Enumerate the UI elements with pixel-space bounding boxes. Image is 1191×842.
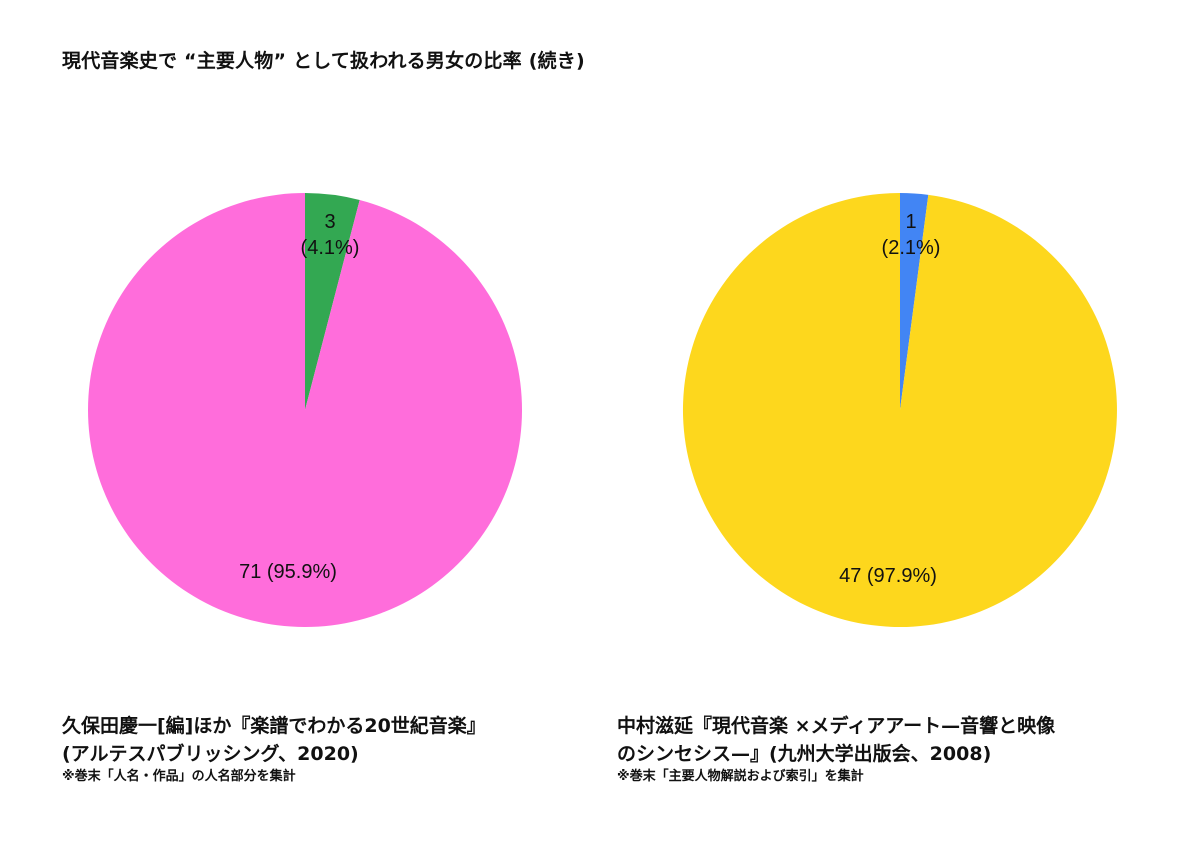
- pie-slice: [900, 193, 929, 410]
- slice-label: 3 (4.1%): [301, 211, 360, 259]
- source-note: ※巻末「主要人物解説および索引」を集計: [617, 769, 864, 784]
- slice-label: 1 (2.1%): [882, 211, 941, 259]
- pie-chart-2: 1 (2.1%) 47 (97.9%): [682, 193, 1117, 627]
- pie-slice: [682, 193, 1117, 627]
- pie-chart-1: 3 (4.1%) 71 (95.9%): [88, 193, 523, 627]
- slice-label: 71 (95.9%): [239, 561, 337, 583]
- source-note: ※巻末「人名・作品」の人名部分を集計: [62, 769, 296, 784]
- source-publisher: (アルテスパブリッシング、2020): [62, 743, 359, 765]
- slice-label: 47 (97.9%): [839, 565, 937, 587]
- source-title: 久保田慶一[編]ほか『楽譜でわかる20世紀音楽』: [62, 715, 486, 737]
- source-title: 中村滋延『現代音楽 ×メディアアート—音響と映像: [617, 715, 1056, 737]
- page-title: 現代音楽史で “主要人物” として扱われる男女の比率 (続き): [62, 50, 585, 72]
- source-caption-right: 中村滋延『現代音楽 ×メディアアート—音響と映像 のシンセシス—』(九州大学出版…: [617, 712, 1055, 786]
- pie-slice: [88, 193, 523, 627]
- source-publisher: のシンセシス—』(九州大学出版会、2008): [617, 743, 992, 765]
- pie-slice: [305, 193, 360, 410]
- source-caption-left: 久保田慶一[編]ほか『楽譜でわかる20世紀音楽』 (アルテスパブリッシング、20…: [62, 712, 486, 786]
